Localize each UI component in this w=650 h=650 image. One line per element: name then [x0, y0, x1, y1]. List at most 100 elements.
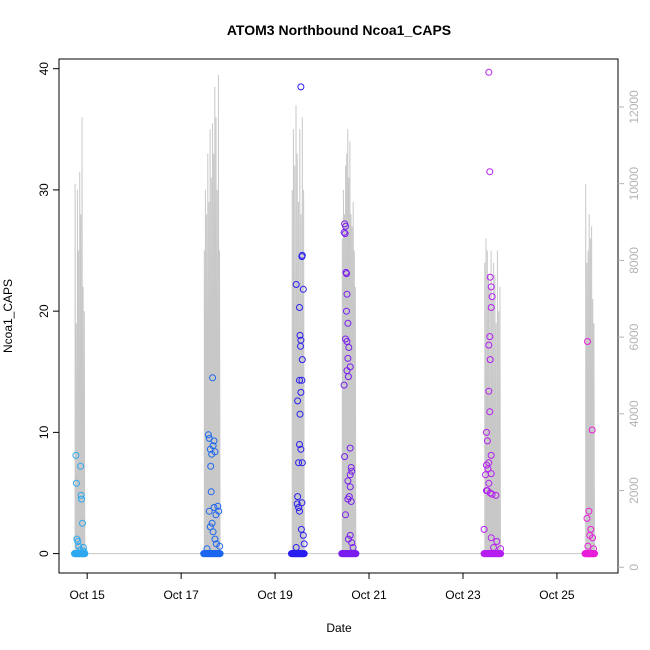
data-point	[73, 535, 81, 543]
data-point	[486, 168, 494, 176]
data-point	[341, 453, 349, 461]
data-point	[490, 544, 497, 551]
y-tick-label: 0	[37, 550, 51, 557]
data-point	[497, 545, 505, 553]
y2-tick-label: 4000	[627, 400, 641, 427]
data-point	[209, 442, 217, 450]
data-point	[296, 376, 303, 384]
data-point	[349, 544, 357, 551]
data-point	[488, 490, 496, 498]
data-point	[296, 331, 304, 339]
data-point	[203, 545, 211, 553]
baseline-point	[216, 550, 224, 558]
data-point	[484, 465, 492, 473]
data-point	[342, 511, 349, 519]
x-tick-label: Oct 17	[163, 588, 199, 602]
data-point	[298, 253, 306, 261]
x-tick-label: Oct 23	[445, 588, 481, 602]
y2-tick-label: 12000	[627, 90, 641, 124]
data-point	[340, 381, 348, 389]
data-point	[343, 290, 351, 298]
data-point	[588, 426, 596, 434]
data-point	[347, 498, 355, 505]
y-tick-label: 40	[37, 62, 51, 76]
x-tick-label: Oct 25	[539, 588, 575, 602]
data-point	[212, 511, 220, 519]
data-point	[72, 479, 80, 487]
data-point	[485, 68, 493, 76]
data-point	[483, 487, 490, 495]
data-point	[341, 230, 349, 238]
data-point	[347, 464, 355, 471]
plot-frame	[58, 58, 619, 574]
axes: 0 10 20 30 40 0 2000 4000 6000 8000 10000 12000 Oct …	[37, 58, 641, 602]
data-point	[486, 333, 494, 341]
x-axis-label: Date	[326, 621, 352, 635]
data-point	[480, 525, 488, 533]
y-tick-label: 20	[37, 304, 51, 318]
data-point	[292, 544, 300, 551]
y-tick-label: 30	[37, 183, 51, 197]
data-point	[205, 507, 213, 515]
data-point	[584, 542, 592, 550]
x-tick-label: Oct 15	[70, 588, 106, 602]
data-point	[298, 356, 306, 364]
data-point	[204, 431, 212, 439]
data-point	[209, 374, 217, 382]
data-point	[493, 538, 501, 545]
data-point	[297, 83, 305, 91]
data-point	[487, 304, 495, 311]
data-point	[590, 545, 598, 553]
data-point	[207, 488, 215, 496]
data-point	[210, 437, 218, 445]
data-point	[340, 228, 348, 236]
data-point	[293, 500, 301, 508]
data-point	[488, 293, 496, 301]
data-point	[589, 534, 597, 542]
data-point	[295, 459, 303, 467]
data-point	[585, 507, 593, 515]
data-point	[485, 479, 493, 487]
data-point	[346, 531, 354, 539]
data-point	[344, 477, 352, 485]
data-point	[210, 504, 218, 511]
data-point	[483, 437, 491, 445]
data-point	[486, 489, 494, 497]
data-point	[344, 319, 352, 327]
data-point	[296, 507, 303, 515]
data-point	[486, 273, 494, 281]
data-point	[483, 461, 490, 469]
grey-series-line	[74, 74, 595, 555]
x-tick-label: Oct 21	[351, 588, 387, 602]
y2-tick-label: 6000	[627, 323, 641, 350]
data-point	[343, 307, 350, 315]
data-point	[298, 459, 306, 467]
data-point	[486, 408, 494, 416]
data-point	[486, 356, 494, 364]
data-point	[487, 283, 495, 291]
data-point	[485, 341, 493, 349]
data-point	[342, 268, 350, 276]
x-tick-label: Oct 19	[257, 588, 293, 602]
data-point	[77, 462, 85, 470]
data-point	[345, 344, 353, 351]
data-point	[79, 544, 87, 551]
data-point	[344, 354, 352, 362]
data-point	[299, 531, 307, 539]
data-point	[294, 493, 302, 501]
data-point	[483, 428, 490, 436]
data-point	[77, 491, 85, 499]
data-point	[79, 519, 86, 527]
data-point	[348, 539, 356, 547]
data-point	[297, 525, 305, 533]
data-point	[296, 441, 303, 448]
baseline-point	[497, 550, 505, 558]
y2-tick-label: 10000	[627, 167, 641, 201]
data-point	[294, 397, 302, 405]
chart-title: ATOM3 Northbound Ncoa1_CAPS	[227, 22, 451, 38]
y2-tick-label: 2000	[627, 477, 641, 504]
data-point	[487, 451, 495, 459]
plot-area	[71, 68, 598, 558]
y2-tick-label: 8000	[627, 247, 641, 274]
